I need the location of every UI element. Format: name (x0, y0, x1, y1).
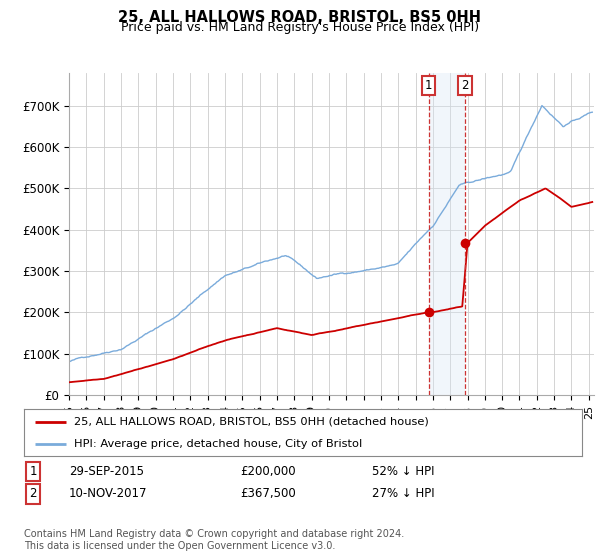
Text: 29-SEP-2015: 29-SEP-2015 (69, 465, 144, 478)
Text: £200,000: £200,000 (240, 465, 296, 478)
Text: 27% ↓ HPI: 27% ↓ HPI (372, 487, 434, 501)
Text: Price paid vs. HM Land Registry's House Price Index (HPI): Price paid vs. HM Land Registry's House … (121, 21, 479, 34)
Text: 25, ALL HALLOWS ROAD, BRISTOL, BS5 0HH (detached house): 25, ALL HALLOWS ROAD, BRISTOL, BS5 0HH (… (74, 417, 429, 427)
Bar (428, 73, 465, 395)
Text: 2: 2 (29, 487, 37, 501)
Text: 52% ↓ HPI: 52% ↓ HPI (372, 465, 434, 478)
Text: 1: 1 (425, 79, 432, 92)
Text: HPI: Average price, detached house, City of Bristol: HPI: Average price, detached house, City… (74, 438, 362, 449)
Text: 1: 1 (29, 465, 37, 478)
Text: 2: 2 (461, 79, 469, 92)
Text: 25, ALL HALLOWS ROAD, BRISTOL, BS5 0HH: 25, ALL HALLOWS ROAD, BRISTOL, BS5 0HH (119, 10, 482, 25)
Text: Contains HM Land Registry data © Crown copyright and database right 2024.
This d: Contains HM Land Registry data © Crown c… (24, 529, 404, 551)
Text: £367,500: £367,500 (240, 487, 296, 501)
Text: 10-NOV-2017: 10-NOV-2017 (69, 487, 148, 501)
